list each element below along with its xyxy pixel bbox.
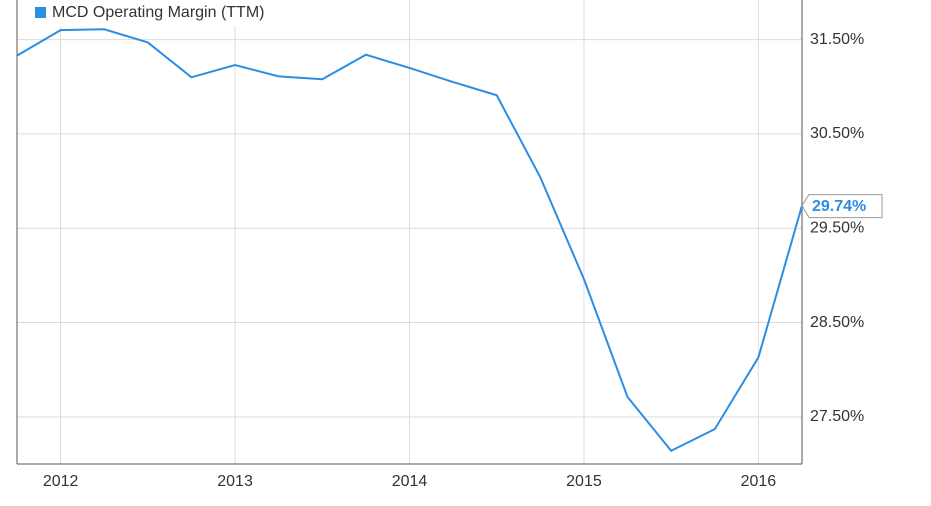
callout-box [801,194,883,219]
legend-label: MCD Operating Margin (TTM) [52,4,264,21]
value-label: 29.74% [812,198,866,215]
legend-box [26,0,322,26]
y-tick-label: 31.50% [810,31,864,48]
y-tick-label: 30.50% [810,125,864,142]
x-tick-label: 2016 [741,473,777,490]
legend: MCD Operating Margin (TTM) [26,0,322,26]
y-tick-label: 27.50% [810,408,864,425]
x-tick-label: 2015 [566,473,602,490]
data-line [16,28,803,453]
value-callout: 29.74% [801,194,883,219]
y-tick-label: 28.50% [810,314,864,331]
x-tick-label: 2014 [392,473,428,490]
x-tick-label: 2012 [43,473,79,490]
x-tick-label: 2013 [217,473,253,490]
y-tick-label: 29.50% [810,219,864,236]
legend-swatch [35,7,46,18]
